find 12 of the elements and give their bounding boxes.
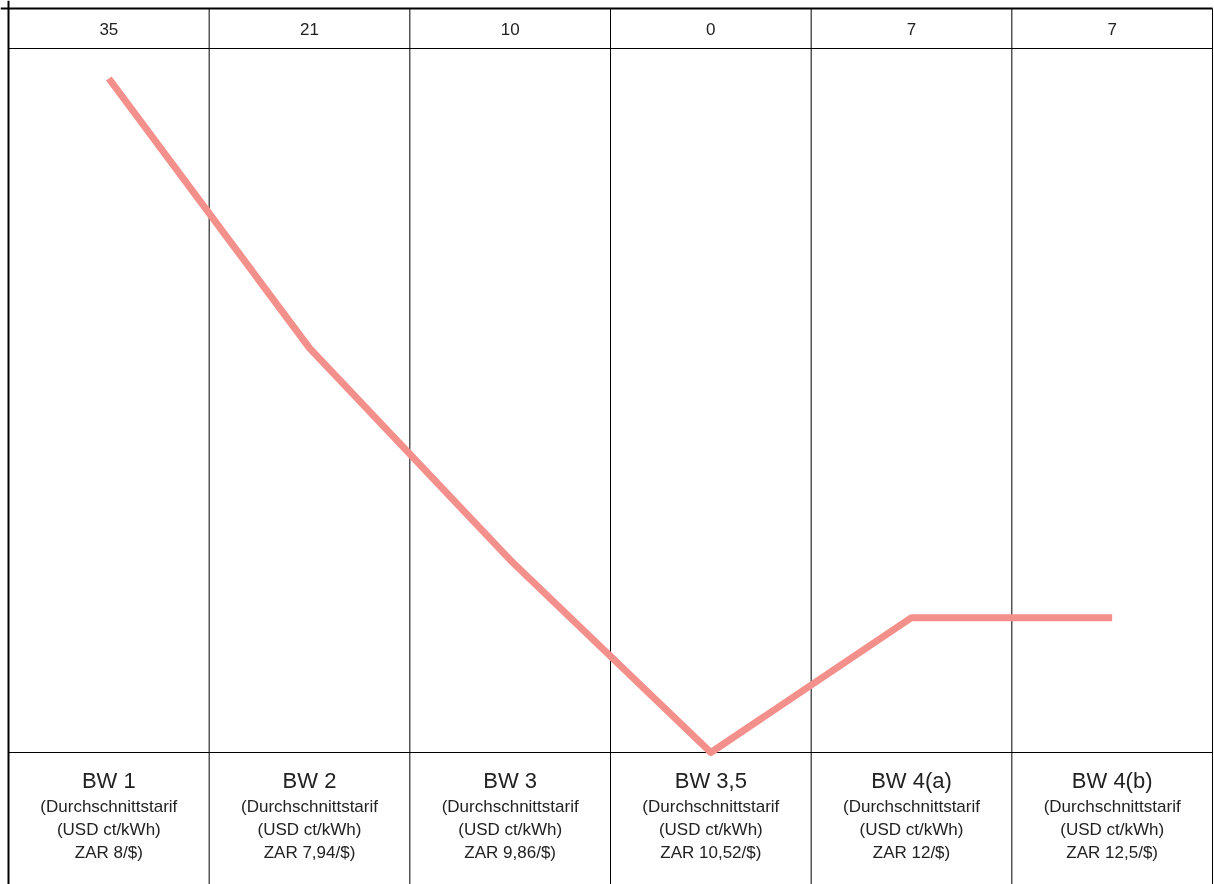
data-label: 7 xyxy=(906,19,917,39)
x-tick-label: BW 1 (Durchschnittstarif (USD ct/kWh) ZAR 8/$) xyxy=(40,768,178,862)
x-tick-label: BW 3,5 (Durchschnittstarif (USD ct/kWh) ZAR 10,52/$) xyxy=(642,768,780,862)
data-label: 21 xyxy=(300,19,319,39)
x-tick-label: BW 4(a) (Durchschnittstarif (USD ct/kWh) ZAR 12/$) xyxy=(843,768,981,862)
data-label: 35 xyxy=(99,19,119,39)
data-label: 10 xyxy=(500,19,520,39)
x-tick-label: BW 2 (Durchschnittstarif (USD ct/kWh) ZAR 7,94/$) xyxy=(241,768,379,862)
x-tick-label: BW 3 (Durchschnittstarif (USD ct/kWh) ZAR 9,86/$) xyxy=(441,768,579,862)
data-label: 0 xyxy=(706,19,716,39)
x-tick-label: BW 4(b) (Durchschnittstarif (USD ct/kWh) ZAR 12,5/$) xyxy=(1043,768,1181,862)
data-label: 7 xyxy=(1107,19,1117,39)
